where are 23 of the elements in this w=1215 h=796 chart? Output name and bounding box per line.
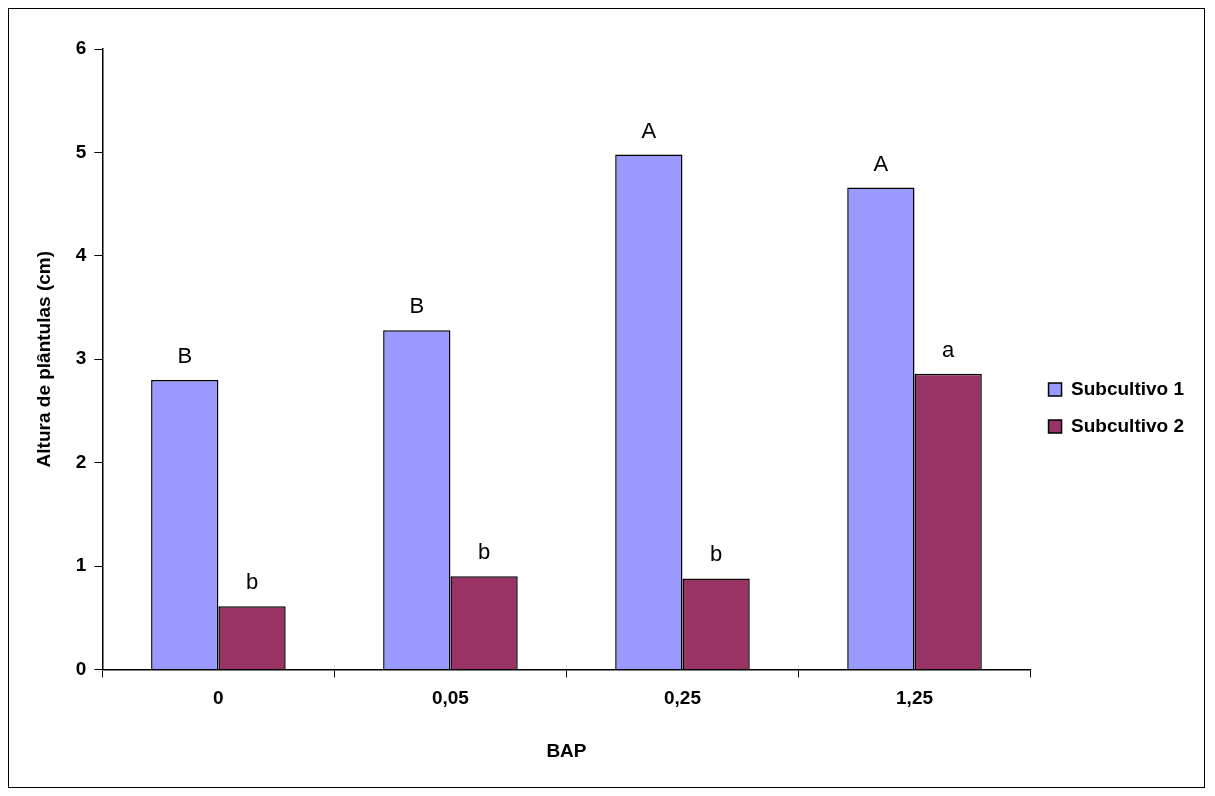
x-tick-label: 0,25 — [663, 687, 702, 709]
legend-label: Subcultivo 2 — [1071, 414, 1185, 436]
annotation: b — [245, 569, 259, 595]
y-tick-label: 3 — [75, 347, 87, 369]
y-tick-label: 6 — [75, 37, 87, 59]
x-tick-label: 0 — [213, 687, 224, 709]
annotation: b — [710, 541, 723, 567]
legend-label: Subcultivo 1 — [1071, 377, 1185, 399]
y-tick-label: 4 — [75, 244, 87, 266]
annotation: B — [409, 293, 425, 319]
y-tick-label: 1 — [75, 554, 87, 576]
annotation: A — [641, 117, 657, 143]
y-tick-label: 0 — [75, 657, 87, 679]
annotation: A — [873, 150, 889, 176]
annotation: a — [942, 336, 956, 362]
annotation: B — [177, 342, 193, 368]
annotation: b — [477, 539, 491, 565]
y-tick-label: 2 — [75, 450, 87, 472]
x-tick-label: 0,05 — [431, 687, 470, 709]
x-axis-title: BAP — [546, 739, 587, 761]
y-tick-label: 5 — [75, 140, 87, 162]
y-axis-title: Altura de plântulas (cm) — [32, 250, 54, 468]
x-tick-label: 1,25 — [896, 687, 934, 709]
